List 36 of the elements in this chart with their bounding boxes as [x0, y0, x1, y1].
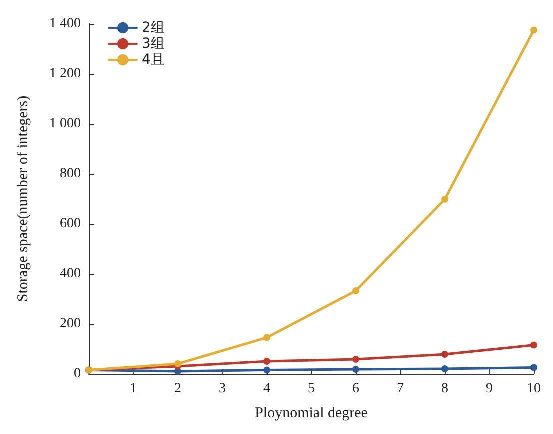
point	[352, 356, 360, 363]
point	[530, 26, 538, 34]
y-tick-label: 1 400	[50, 16, 81, 32]
y-tick-label: 1 200	[50, 66, 81, 82]
point	[530, 342, 538, 349]
y-tick-label: 800	[60, 166, 81, 182]
y-tick-label: 1 000	[50, 116, 81, 132]
x-tick-label: 1	[130, 382, 137, 396]
x-tick-label: 6	[352, 382, 360, 396]
point	[352, 288, 360, 294]
x-tick-label: 4	[264, 382, 270, 396]
x-tick-label: 5	[308, 382, 315, 396]
point	[264, 334, 270, 342]
point	[174, 360, 182, 368]
x-tick-label: 3	[219, 382, 226, 396]
point	[442, 196, 448, 203]
x-axis-title: Ploynomial degree	[255, 406, 368, 422]
point	[264, 358, 270, 365]
point	[264, 366, 270, 374]
point	[442, 351, 448, 358]
point	[352, 366, 360, 373]
point	[442, 366, 448, 372]
legend-label: 4且	[142, 52, 165, 68]
x-tick-label: 8	[442, 382, 448, 396]
legend-label: 3组	[142, 36, 165, 52]
x-tick-label: 2	[174, 382, 182, 396]
x-tick-label: 7	[397, 382, 404, 396]
x-tick-label: 9	[486, 382, 493, 396]
x-tick-label: 10	[527, 382, 541, 396]
y-tick-label: 200	[60, 316, 81, 332]
legend-label: 2组	[142, 20, 165, 36]
point	[530, 364, 538, 372]
y-tick-label: 600	[60, 216, 81, 232]
y-tick-label: 0	[74, 366, 81, 382]
y-tick-label: 400	[60, 266, 81, 282]
y-axis-title: Storage space(number of integers)	[16, 96, 32, 302]
